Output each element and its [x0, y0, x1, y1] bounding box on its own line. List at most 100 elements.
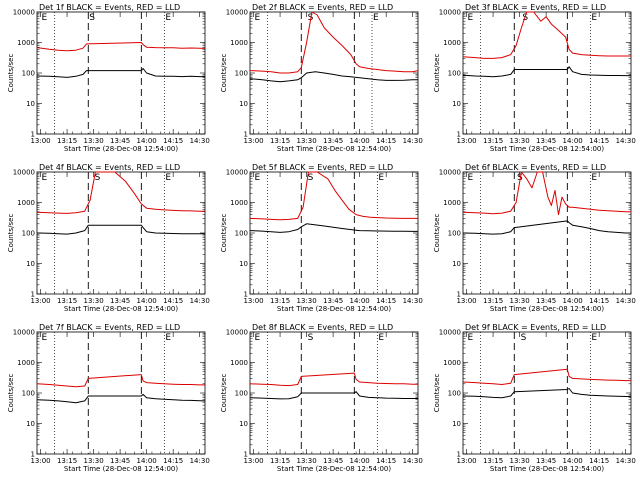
x-tick-label: 14:30	[403, 137, 423, 145]
x-tick-label: 13:15	[270, 457, 290, 465]
x-tick-label: 13:45	[536, 457, 556, 465]
y-tick-label: 1	[244, 131, 248, 139]
x-tick-label: 14:15	[589, 297, 609, 305]
interval-marker-e2: E	[591, 333, 597, 343]
x-tick-label: 13:30	[509, 137, 529, 145]
x-axis-label: Start Time (28-Dec-08 12:54:00)	[64, 145, 178, 153]
plot-frame	[462, 171, 632, 295]
x-axis-label: Start Time (28-Dec-08 12:54:00)	[490, 305, 604, 313]
x-tick-label: 14:00	[350, 137, 370, 145]
x-tick-label: 14:15	[163, 297, 183, 305]
x-tick-label: 14:30	[190, 457, 210, 465]
x-tick-label: 13:00	[456, 457, 476, 465]
x-tick-label: 13:45	[323, 457, 343, 465]
y-tick-label: 100	[235, 230, 248, 238]
interval-marker-e2: E	[378, 333, 384, 343]
lld-series-line	[36, 42, 206, 52]
x-tick-label: 13:30	[296, 137, 316, 145]
lld-series-line	[462, 368, 631, 385]
x-tick-label: 13:00	[243, 297, 263, 305]
y-tick-label: 100	[235, 70, 248, 78]
x-tick-label: 14:30	[190, 297, 210, 305]
interval-marker-e2: E	[591, 173, 597, 183]
interval-marker-e1: E	[255, 173, 261, 183]
x-tick-label: 13:00	[30, 297, 50, 305]
plot-frame	[36, 331, 206, 455]
y-tick-label: 10000	[226, 9, 248, 17]
y-tick-label: 1000	[230, 359, 248, 367]
lld-series-line	[249, 171, 418, 221]
interval-marker-s: S	[521, 333, 527, 343]
y-axis-label: Counts/sec	[7, 54, 15, 93]
interval-marker-s: S	[308, 333, 314, 343]
interval-marker-s: S	[308, 173, 314, 183]
x-tick-label: 13:45	[536, 297, 556, 305]
panel-title: Det 5f BLACK = Events, RED = LLD	[252, 163, 393, 172]
y-tick-label: 10000	[226, 329, 248, 337]
y-tick-label: 10000	[439, 329, 461, 337]
interval-marker-e1: E	[42, 333, 48, 343]
x-tick-label: 13:45	[110, 297, 130, 305]
y-tick-label: 10000	[13, 169, 35, 177]
x-tick-label: 14:30	[190, 137, 210, 145]
plot-frame	[462, 331, 632, 455]
y-tick-label: 10	[239, 420, 248, 428]
y-tick-label: 10	[452, 260, 461, 268]
y-tick-label: 1000	[17, 199, 35, 207]
interval-marker-e1: E	[468, 173, 474, 183]
y-tick-label: 10	[26, 100, 35, 108]
x-tick-label: 14:15	[376, 297, 396, 305]
x-tick-label: 13:30	[83, 137, 103, 145]
events-series-line	[36, 68, 205, 78]
y-tick-label: 1	[31, 451, 35, 459]
y-tick-label: 10	[26, 420, 35, 428]
x-tick-label: 13:15	[483, 297, 503, 305]
panel-title: Det 2f BLACK = Events, RED = LLD	[252, 3, 393, 12]
panel-9: Det 9f BLACK = Events, RED = LLD 1 10 100 10…	[433, 323, 636, 473]
x-tick-label: 13:15	[57, 137, 77, 145]
events-series-line	[462, 388, 632, 399]
x-tick-label: 14:00	[137, 137, 157, 145]
panel-2: Det 2f BLACK = Events, RED = LLD 1 10 100 10…	[220, 3, 423, 153]
y-tick-label: 1000	[443, 39, 461, 47]
interval-marker-s: S	[95, 173, 101, 183]
y-tick-label: 100	[448, 230, 461, 238]
x-axis-label: Start Time (28-Dec-08 12:54:00)	[64, 465, 178, 473]
lld-series-line	[462, 11, 631, 59]
y-tick-label: 10000	[226, 169, 248, 177]
x-tick-label: 14:00	[137, 457, 157, 465]
y-tick-label: 1	[31, 131, 35, 139]
plot-frame	[36, 171, 206, 295]
x-tick-label: 14:30	[616, 297, 636, 305]
y-axis-label: Counts/sec	[433, 214, 441, 253]
y-tick-label: 10	[239, 100, 248, 108]
y-axis-label: Counts/sec	[220, 374, 228, 413]
interval-marker-e2: E	[373, 13, 379, 23]
panel-title: Det 9f BLACK = Events, RED = LLD	[465, 323, 606, 332]
y-tick-label: 10	[452, 100, 461, 108]
panel-title: Det 6f BLACK = Events, RED = LLD	[465, 163, 606, 172]
x-axis-label: Start Time (28-Dec-08 12:54:00)	[490, 465, 604, 473]
x-tick-label: 14:00	[563, 457, 583, 465]
y-tick-label: 10	[239, 260, 248, 268]
y-tick-label: 1000	[17, 39, 35, 47]
y-axis-label: Counts/sec	[7, 374, 15, 413]
panel-1: Det 1f BLACK = Events, RED = LLD 1 10 100 10…	[7, 3, 210, 153]
y-tick-label: 1000	[230, 199, 248, 207]
x-tick-label: 14:30	[616, 137, 636, 145]
x-tick-label: 13:45	[323, 297, 343, 305]
y-tick-label: 10	[26, 260, 35, 268]
panel-title: Det 8f BLACK = Events, RED = LLD	[252, 323, 393, 332]
x-tick-label: 13:00	[456, 137, 476, 145]
y-tick-label: 10000	[13, 9, 35, 17]
lld-series-line	[36, 171, 205, 214]
panel-6: Det 6f BLACK = Events, RED = LLD 1 10 100 10…	[433, 163, 636, 313]
y-tick-label: 1	[31, 291, 35, 299]
y-axis-label: Counts/sec	[220, 214, 228, 253]
plot-frame	[462, 11, 632, 135]
x-tick-label: 13:00	[243, 457, 263, 465]
x-tick-label: 14:15	[589, 457, 609, 465]
y-tick-label: 1	[457, 451, 461, 459]
y-tick-label: 10000	[439, 169, 461, 177]
